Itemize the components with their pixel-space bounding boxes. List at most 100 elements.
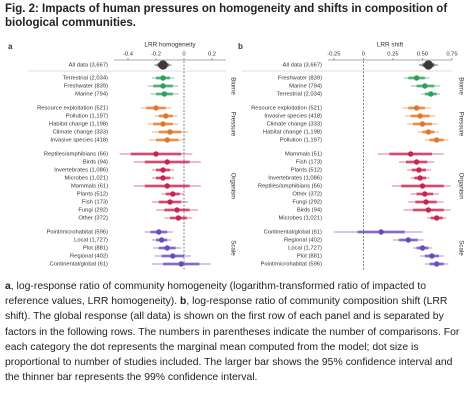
caption-panel-b: b — [180, 296, 187, 308]
mean-dot — [423, 199, 429, 205]
row-label: Invasive species (418) — [50, 138, 108, 144]
mean-dot — [160, 121, 166, 127]
panel-letter: b — [238, 42, 243, 51]
row-label: Birds (94) — [83, 160, 108, 166]
mean-dot — [413, 75, 420, 81]
row-label: Microbes (1,021) — [65, 176, 109, 182]
mean-dot — [160, 83, 166, 89]
x-axis-label: LRR homogeneity — [144, 42, 196, 49]
mean-dot — [160, 75, 166, 81]
group-label: Scale — [457, 240, 464, 256]
row-label: Plot (881) — [297, 254, 322, 260]
mean-dot — [425, 207, 432, 213]
row-label: Marine (794) — [289, 84, 322, 90]
row-label: Climate change (333) — [53, 130, 108, 136]
row-label: Habitat change (1,198) — [49, 122, 108, 128]
mean-dot — [425, 129, 432, 135]
group-label: Organism — [229, 173, 236, 200]
mean-dot — [167, 199, 173, 205]
row-label: Microbes (1,021) — [279, 216, 323, 222]
mean-dot — [170, 191, 176, 197]
row-label: Fish (173) — [82, 200, 108, 206]
figure: a LRR homogeneity -0.4 -0.2 0 0.2 All data (3,… — [8, 42, 464, 270]
x-tick-label: 0.2 — [208, 52, 216, 58]
mean-dot — [419, 245, 426, 251]
row-label: Fish (173) — [296, 160, 322, 166]
x-tick-label: 0.25 — [387, 52, 398, 58]
mean-dot — [428, 91, 434, 97]
mean-dot — [163, 113, 169, 119]
mean-dot — [413, 105, 420, 111]
mean-dot — [413, 159, 420, 165]
mean-dot — [405, 237, 412, 243]
mean-dot — [423, 60, 433, 70]
row-label: Mammals (51) — [285, 152, 322, 158]
row-label: Other (372) — [292, 192, 322, 198]
caption-panel-a: a — [5, 281, 11, 292]
row-label: Invertebrates (1,086) — [54, 168, 108, 174]
mean-dot — [422, 83, 428, 89]
mean-dot — [153, 105, 159, 111]
mean-dot — [178, 261, 184, 267]
row-label: Resource exploitation (521) — [251, 106, 322, 112]
mean-dot — [433, 215, 440, 221]
row-label: Terrestrial (2,034) — [277, 92, 322, 98]
group-label: Biome — [229, 77, 236, 95]
mean-dot — [167, 129, 173, 135]
mean-dot — [429, 253, 435, 259]
row-label: Reptiles/amphibians (66) — [258, 184, 322, 190]
row-label: Fungi (292) — [292, 200, 322, 206]
mean-dot — [378, 229, 384, 235]
row-label: Terrestrial (2,034) — [63, 76, 108, 82]
mean-dot — [417, 113, 423, 119]
mean-dot — [417, 175, 423, 181]
x-tick-label: 0 — [182, 52, 185, 58]
row-label: Regional (402) — [70, 254, 108, 260]
row-label: Invasive species (418) — [264, 114, 322, 120]
mean-dot — [174, 207, 180, 213]
mean-dot — [158, 237, 165, 243]
row-label: Point/microhabitat (596) — [46, 230, 108, 236]
mean-dot — [156, 229, 162, 235]
row-label: Freshwater (839) — [64, 84, 108, 90]
mean-dot — [433, 261, 440, 267]
mean-dot — [164, 137, 170, 143]
row-label: Climate change (333) — [267, 122, 322, 128]
row-label: Habitat change (1,198) — [263, 130, 322, 136]
row-label: Marine (794) — [75, 92, 108, 98]
row-label: Mammals (61) — [71, 184, 108, 190]
panel-letter: a — [8, 42, 13, 51]
row-label: Regional (402) — [284, 238, 322, 244]
figure-title: Fig. 2: Impacts of human pressures on ho… — [5, 3, 448, 29]
mean-dot — [153, 151, 159, 157]
row-label: Resource exploitation (521) — [37, 106, 108, 112]
row-label: Plot (881) — [83, 246, 108, 252]
mean-dot — [158, 60, 168, 70]
mean-dot — [416, 167, 422, 173]
group-label: Biome — [457, 77, 464, 95]
row-label: Continental/global (61) — [50, 262, 108, 268]
mean-dot — [422, 191, 428, 197]
mean-dot — [160, 175, 166, 181]
row-label: Pollution (1,197) — [66, 114, 108, 120]
x-tick-label: -0.25 — [327, 52, 340, 58]
x-tick-label: -0.4 — [123, 52, 134, 58]
mean-dot — [433, 137, 440, 143]
x-tick-label: 0.75 — [446, 52, 457, 58]
mean-dot — [170, 253, 176, 259]
row-label: Birds (94) — [297, 208, 322, 214]
mean-dot — [160, 167, 166, 173]
row-label: All data (3,667) — [69, 63, 108, 69]
mean-dot — [419, 121, 426, 127]
mean-dot — [419, 183, 426, 189]
mean-dot — [164, 245, 170, 251]
mean-dot — [164, 159, 170, 165]
group-label: Organism — [457, 173, 464, 200]
mean-dot — [161, 91, 168, 97]
caption-text-b: , log-response ratio of community compos… — [5, 296, 460, 384]
x-tick-label: 0.50 — [417, 52, 428, 58]
row-label: Continental/global (61) — [264, 230, 322, 236]
row-label: Pollution (1,197) — [280, 138, 322, 144]
x-axis-label: LRR shift — [377, 42, 404, 49]
